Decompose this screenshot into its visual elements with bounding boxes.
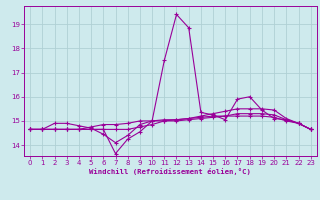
X-axis label: Windchill (Refroidissement éolien,°C): Windchill (Refroidissement éolien,°C) <box>90 168 251 175</box>
